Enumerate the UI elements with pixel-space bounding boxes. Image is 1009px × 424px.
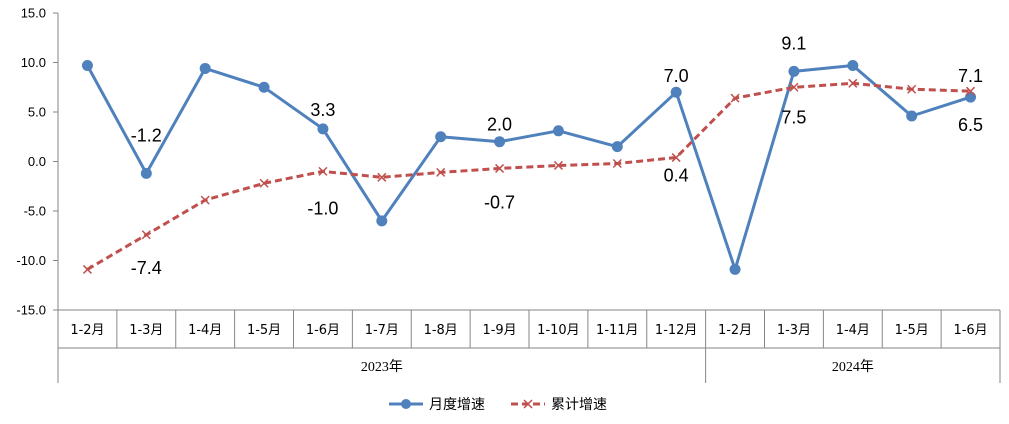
- data-label: 2.0: [487, 115, 512, 135]
- series-line: [86, 81, 971, 271]
- y-tick-label: -5.0: [24, 204, 46, 219]
- series-marker: [317, 123, 329, 135]
- y-tick-label: 15.0: [21, 6, 46, 21]
- data-label: -0.7: [484, 192, 515, 212]
- series-marker: [81, 59, 93, 71]
- marker-stroke: [436, 167, 446, 177]
- series-marker: [670, 86, 682, 98]
- x-category-label: 1-3月: [777, 323, 811, 338]
- legend-swatch-marker: [401, 399, 411, 409]
- series-marker: [848, 78, 858, 88]
- series-marker: [376, 215, 388, 227]
- x-category-label: 1-9月: [482, 323, 516, 338]
- series-marker: [729, 263, 741, 275]
- series-marker: [436, 167, 446, 177]
- series-marker: [318, 166, 328, 176]
- y-tick-label: -10.0: [16, 253, 46, 268]
- series-marker: [495, 163, 505, 173]
- y-tick-label: -15.0: [16, 303, 46, 318]
- series-line: [86, 64, 972, 271]
- data-label: -7.4: [131, 258, 162, 278]
- series-marker: [907, 84, 917, 94]
- series-marker: [612, 158, 622, 169]
- series-marker: [259, 178, 269, 188]
- series-marker: [435, 131, 447, 143]
- chart-data-labels: -1.2 3.3 2.0 7.0 9.1 6.5 -7.4 -1.0 -0.7 0.4 7.5 7.1: [131, 33, 983, 277]
- x-group-label: 2024年: [832, 359, 874, 375]
- series-marker: [788, 65, 800, 77]
- series-marker: [906, 110, 918, 122]
- x-category-label: 1-5月: [895, 323, 929, 338]
- series-marker: [730, 93, 740, 103]
- data-label: 0.4: [664, 166, 689, 186]
- x-category-label: 1-4月: [188, 323, 222, 338]
- data-label: 9.1: [781, 33, 806, 53]
- series-marker: [82, 264, 92, 274]
- series-marker: [140, 167, 152, 179]
- marker-stroke: [907, 84, 917, 94]
- series-marker: [611, 141, 623, 153]
- x-category-label: 1-2月: [718, 323, 752, 338]
- chart-series: [81, 59, 977, 275]
- series-marker: [200, 195, 210, 205]
- series-marker: [199, 62, 211, 74]
- series-marker: [966, 86, 976, 96]
- x-category-label: 1-6月: [306, 323, 340, 338]
- chart-axes: 15.0 10.0 5.0 0.0 -5.0 -10.0 -15.0 1-2月 1-3月 1-4月…: [16, 6, 1001, 383]
- x-category-label: 1-5月: [247, 323, 281, 338]
- marker-stroke: [259, 178, 269, 188]
- marker-stroke: [318, 166, 328, 176]
- marker-stroke: [612, 158, 622, 169]
- series-marker: [494, 136, 506, 148]
- y-tick-label: 0.0: [28, 154, 46, 169]
- series-marker: [847, 59, 859, 71]
- marker-stroke: [200, 195, 210, 205]
- data-label: 3.3: [310, 100, 335, 120]
- x-category-label: 1-4月: [836, 323, 870, 338]
- marker-stroke: [377, 172, 387, 182]
- marker-stroke: [789, 82, 799, 92]
- legend-item: 月度增速: [389, 397, 485, 413]
- x-category-label: 1-12月: [655, 323, 698, 338]
- chart-legend: 月度增速 累计增速: [389, 397, 607, 413]
- data-label: -1.0: [307, 198, 338, 218]
- series-marker: [553, 160, 563, 170]
- data-label: -1.2: [131, 125, 162, 145]
- legend-item: 累计增速: [511, 397, 607, 413]
- data-label: 7.5: [781, 107, 806, 127]
- legend-swatch-marker: [523, 399, 533, 409]
- marker-stroke: [848, 78, 858, 88]
- x-category-label: 1-11月: [596, 323, 639, 338]
- data-label: 7.0: [664, 66, 689, 86]
- series-marker: [258, 81, 270, 93]
- x-category-label: 1-7月: [365, 323, 399, 338]
- marker-stroke: [671, 153, 681, 163]
- series-marker: [671, 153, 681, 163]
- legend-label: 月度增速: [429, 397, 485, 413]
- x-category-label: 1-8月: [424, 323, 458, 338]
- series-marker: [789, 82, 799, 92]
- series-marker: [377, 172, 387, 182]
- marker-stroke: [82, 264, 92, 274]
- x-category-label: 1-2月: [70, 323, 104, 338]
- x-category-label: 1-3月: [129, 323, 163, 338]
- marker-stroke: [495, 163, 505, 173]
- marker-stroke: [730, 93, 740, 103]
- marker-stroke: [141, 230, 151, 240]
- y-tick-label: 10.0: [21, 55, 46, 70]
- legend-label: 累计增速: [551, 397, 607, 413]
- x-category-label: 1-6月: [953, 323, 987, 338]
- x-group-label: 2023年: [361, 359, 403, 375]
- y-tick-label: 5.0: [28, 105, 46, 120]
- data-label: 6.5: [958, 115, 983, 135]
- data-label: 7.1: [958, 66, 983, 86]
- series-marker: [141, 230, 151, 240]
- marker-stroke: [966, 86, 976, 96]
- marker-stroke: [553, 160, 563, 170]
- series-marker: [552, 125, 564, 137]
- x-category-label: 1-10月: [537, 323, 580, 338]
